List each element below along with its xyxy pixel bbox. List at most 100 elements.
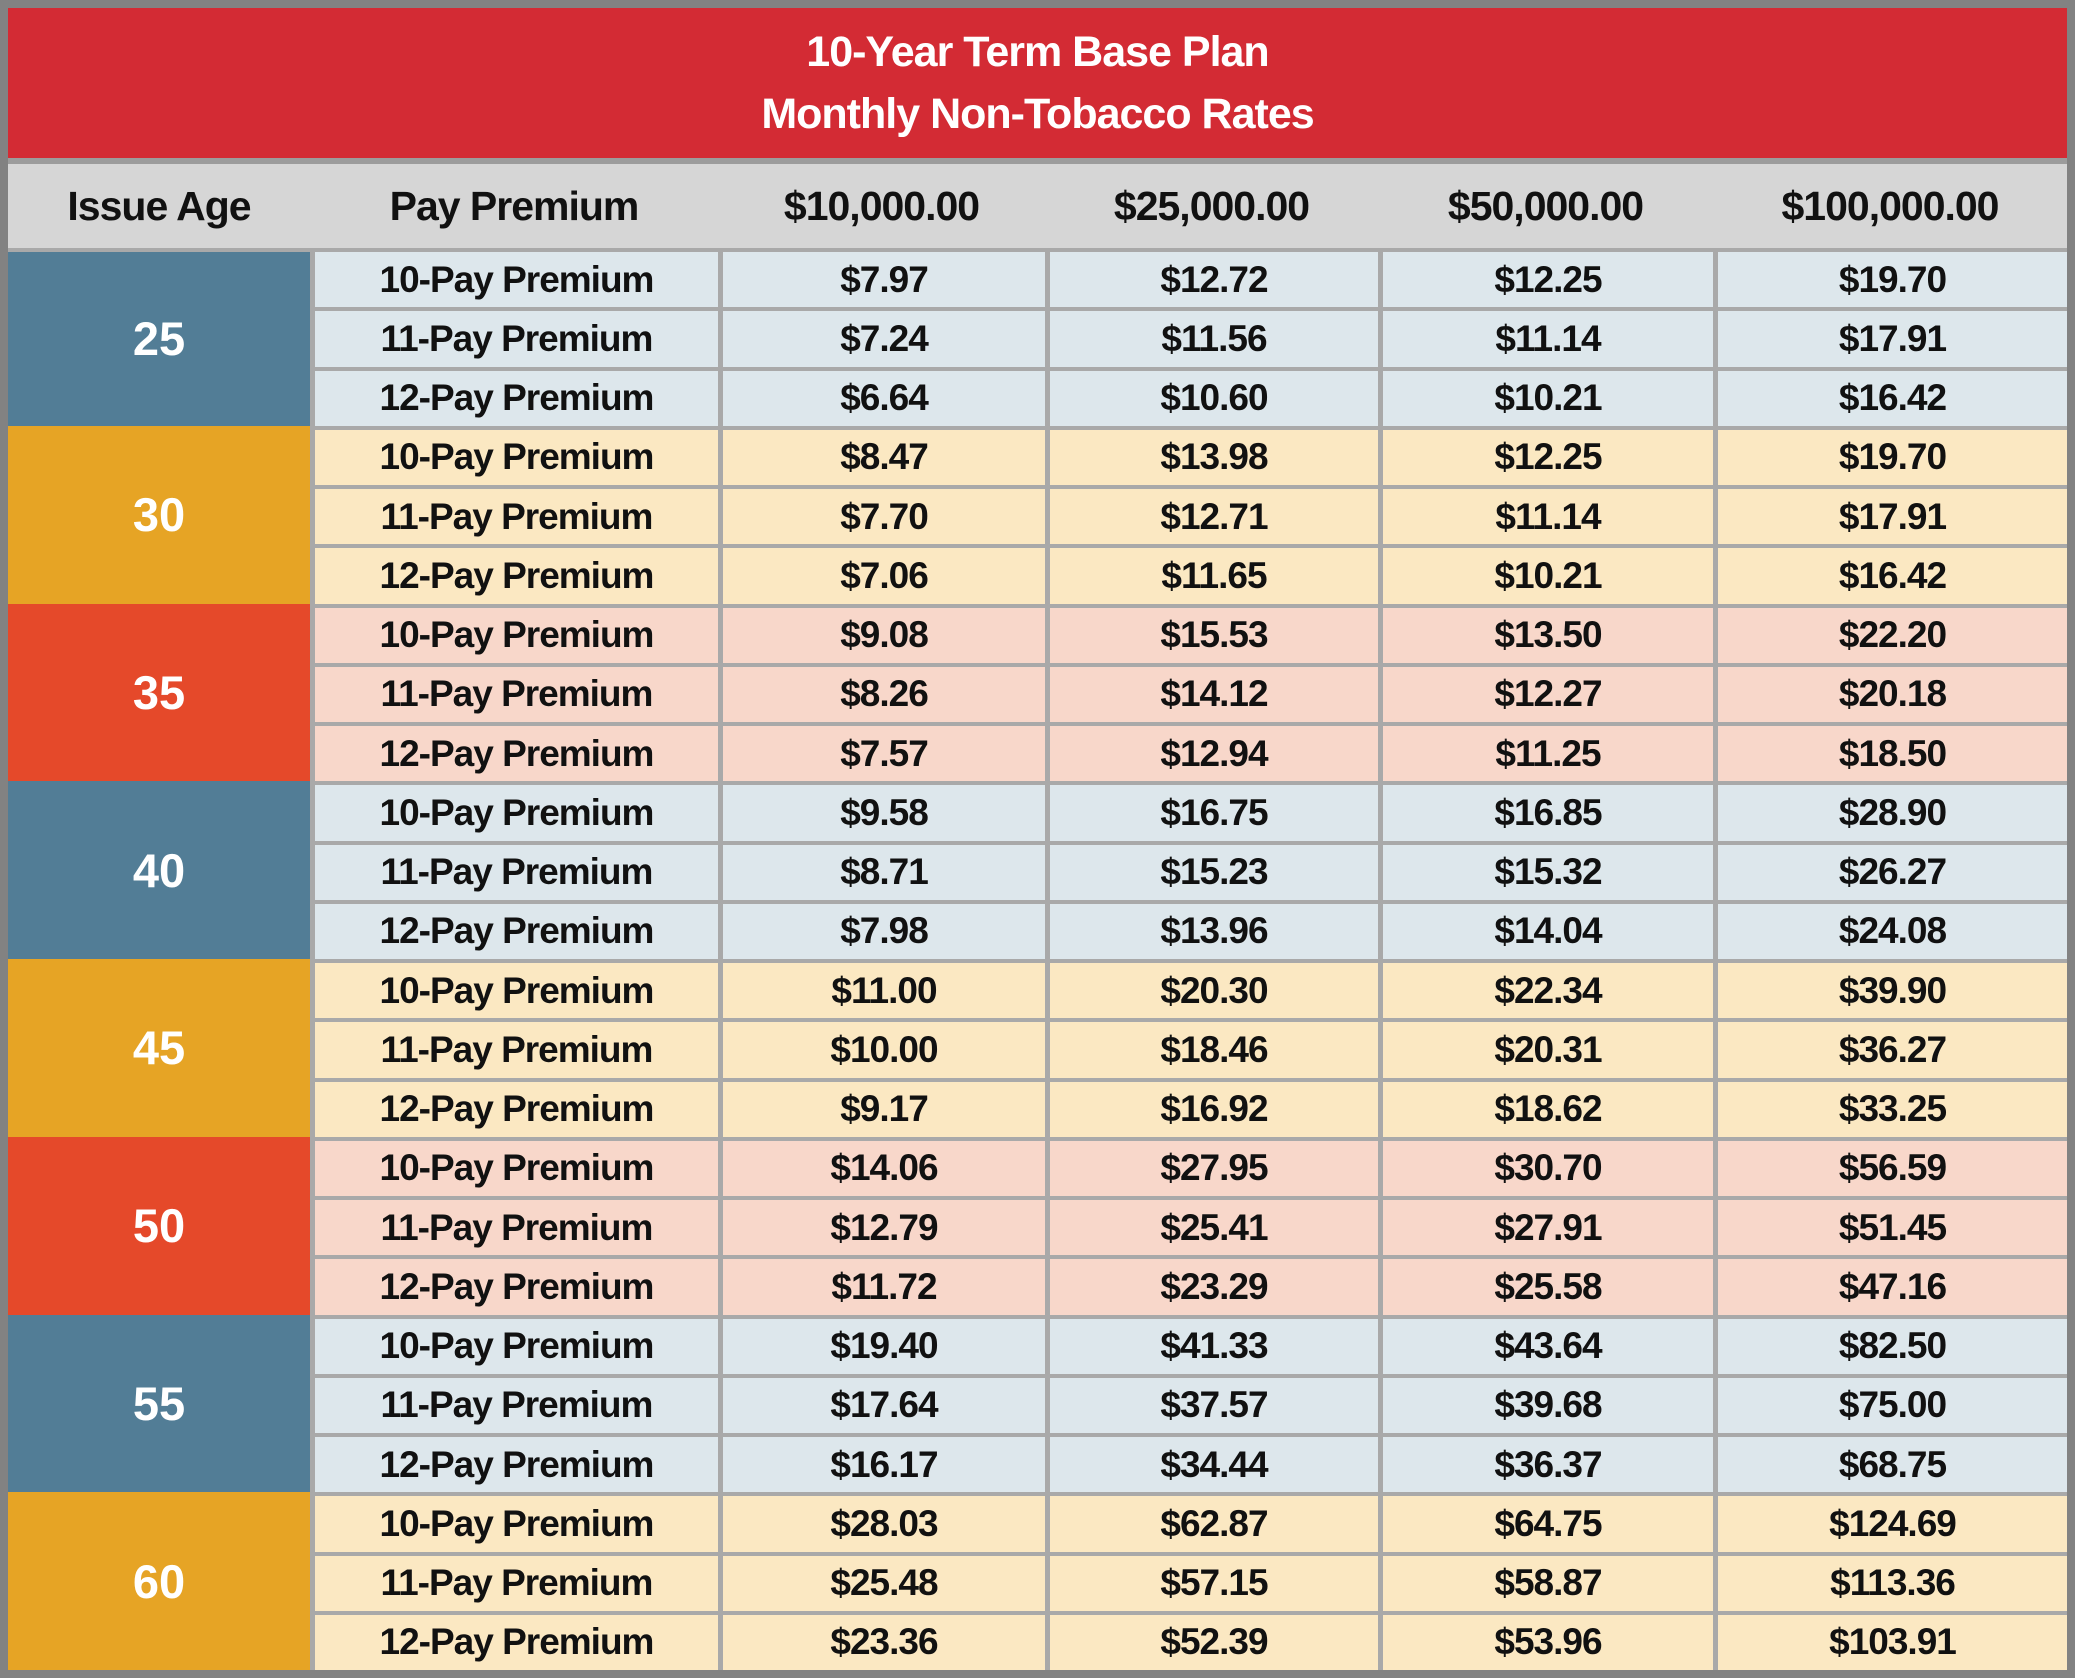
rate-cell: $33.25: [1713, 1077, 2067, 1137]
pay-premium-label: 11-Pay Premium: [310, 1196, 718, 1256]
rate-cell: $18.62: [1378, 1077, 1713, 1137]
rate-cell: $64.75: [1378, 1492, 1713, 1552]
rate-cell: $57.15: [1045, 1551, 1378, 1611]
rate-cell: $51.45: [1713, 1196, 2067, 1256]
pay-premium-label: 11-Pay Premium: [310, 662, 718, 722]
rate-cell: $6.64: [718, 366, 1045, 426]
column-header-10000: $10,000.00: [783, 182, 980, 229]
rate-cell: $11.14: [1378, 485, 1713, 545]
rate-cell: $52.39: [1045, 1610, 1378, 1670]
rate-cell: $56.59: [1713, 1136, 2067, 1196]
rate-cell: $28.90: [1713, 781, 2067, 841]
title-line-2: Monthly Non-Tobacco Rates: [761, 90, 1314, 138]
rate-cell: $7.98: [718, 899, 1045, 959]
rate-cell: $17.91: [1713, 307, 2067, 367]
rate-cell: $16.42: [1713, 544, 2067, 604]
rate-cell: $34.44: [1045, 1433, 1378, 1493]
table-title-banner: 10-Year Term Base Plan Monthly Non-Tobac…: [8, 8, 2067, 158]
rate-cell: $14.12: [1045, 662, 1378, 722]
rate-cell: $14.06: [718, 1136, 1045, 1196]
column-header-row: Issue Age Pay Premium $10,000.00 $25,000…: [8, 164, 2067, 248]
rate-cell: $9.58: [718, 781, 1045, 841]
rate-cell: $7.06: [718, 544, 1045, 604]
rate-cell: $7.24: [718, 307, 1045, 367]
pay-premium-label: 11-Pay Premium: [310, 1373, 718, 1433]
rate-cell: $26.27: [1713, 840, 2067, 900]
rate-cell: $22.34: [1378, 959, 1713, 1019]
pay-premium-label: 11-Pay Premium: [310, 307, 718, 367]
header-separator: [8, 158, 2067, 164]
rate-cell: $13.98: [1045, 425, 1378, 485]
rate-cell: $18.50: [1713, 722, 2067, 782]
rate-cell: $20.30: [1045, 959, 1378, 1019]
rate-cell: $103.91: [1713, 1610, 2067, 1670]
rate-cell: $24.08: [1713, 899, 2067, 959]
rate-cell: $8.26: [718, 662, 1045, 722]
rate-cell: $47.16: [1713, 1255, 2067, 1315]
rate-cell: $11.72: [718, 1255, 1045, 1315]
pay-premium-label: 12-Pay Premium: [310, 544, 718, 604]
rate-cell: $25.48: [718, 1551, 1045, 1611]
rate-cell: $82.50: [1713, 1314, 2067, 1374]
rate-cell: $36.37: [1378, 1433, 1713, 1493]
rate-cell: $11.65: [1045, 544, 1378, 604]
rate-cell: $12.25: [1378, 425, 1713, 485]
rate-cell: $16.75: [1045, 781, 1378, 841]
pay-premium-label: 11-Pay Premium: [310, 485, 718, 545]
issue-age-cell-50: 50: [8, 1136, 310, 1315]
pay-premium-label: 12-Pay Premium: [310, 1433, 718, 1493]
rate-cell: $10.60: [1045, 366, 1378, 426]
rate-cell: $39.90: [1713, 959, 2067, 1019]
pay-premium-label: 12-Pay Premium: [310, 1610, 718, 1670]
title-line-1: 10-Year Term Base Plan: [806, 28, 1269, 76]
rate-cell: $68.75: [1713, 1433, 2067, 1493]
rate-cell: $12.25: [1378, 248, 1713, 308]
rate-cell: $43.64: [1378, 1314, 1713, 1374]
rate-cell: $23.29: [1045, 1255, 1378, 1315]
rate-cell: $62.87: [1045, 1492, 1378, 1552]
rate-cell: $15.53: [1045, 603, 1378, 663]
rate-cell: $10.21: [1378, 544, 1713, 604]
rate-cell: $23.36: [718, 1610, 1045, 1670]
rate-cell: $53.96: [1378, 1610, 1713, 1670]
column-header-25000: $25,000.00: [1113, 182, 1310, 229]
issue-age-cell-60: 60: [8, 1492, 310, 1670]
rate-cell: $15.32: [1378, 840, 1713, 900]
rate-cell: $25.58: [1378, 1255, 1713, 1315]
rate-cell: $75.00: [1713, 1373, 2067, 1433]
rate-cell: $8.47: [718, 425, 1045, 485]
issue-age-cell-55: 55: [8, 1314, 310, 1493]
rate-cell: $14.04: [1378, 899, 1713, 959]
rate-cell: $16.85: [1378, 781, 1713, 841]
rate-cell: $28.03: [718, 1492, 1045, 1552]
rate-cell: $12.71: [1045, 485, 1378, 545]
rate-cell: $9.17: [718, 1077, 1045, 1137]
pay-premium-label: 11-Pay Premium: [310, 1551, 718, 1611]
rate-cell: $12.27: [1378, 662, 1713, 722]
rate-cell: $10.00: [718, 1018, 1045, 1078]
rate-cell: $25.41: [1045, 1196, 1378, 1256]
rate-cell: $27.91: [1378, 1196, 1713, 1256]
rate-cell: $19.70: [1713, 425, 2067, 485]
rate-cell: $12.79: [718, 1196, 1045, 1256]
rate-cell: $7.70: [718, 485, 1045, 545]
rate-table-body: 25 10-Pay Premium $7.97 $12.72 $12.25 $19.70 1…: [8, 248, 2067, 1670]
rate-cell: $16.92: [1045, 1077, 1378, 1137]
issue-age-cell-35: 35: [8, 603, 310, 782]
issue-age-cell-30: 30: [8, 425, 310, 604]
column-header-pay-premium: Pay Premium: [389, 182, 640, 229]
rate-cell: $13.96: [1045, 899, 1378, 959]
pay-premium-label: 10-Pay Premium: [310, 425, 718, 485]
pay-premium-label: 12-Pay Premium: [310, 1255, 718, 1315]
pay-premium-label: 10-Pay Premium: [310, 1314, 718, 1374]
rate-cell: $15.23: [1045, 840, 1378, 900]
rate-cell: $39.68: [1378, 1373, 1713, 1433]
rate-cell: $11.56: [1045, 307, 1378, 367]
pay-premium-label: 12-Pay Premium: [310, 366, 718, 426]
pay-premium-label: 10-Pay Premium: [310, 248, 718, 308]
rate-cell: $10.21: [1378, 366, 1713, 426]
rate-cell: $22.20: [1713, 603, 2067, 663]
rate-cell: $19.70: [1713, 248, 2067, 308]
pay-premium-label: 10-Pay Premium: [310, 1492, 718, 1552]
